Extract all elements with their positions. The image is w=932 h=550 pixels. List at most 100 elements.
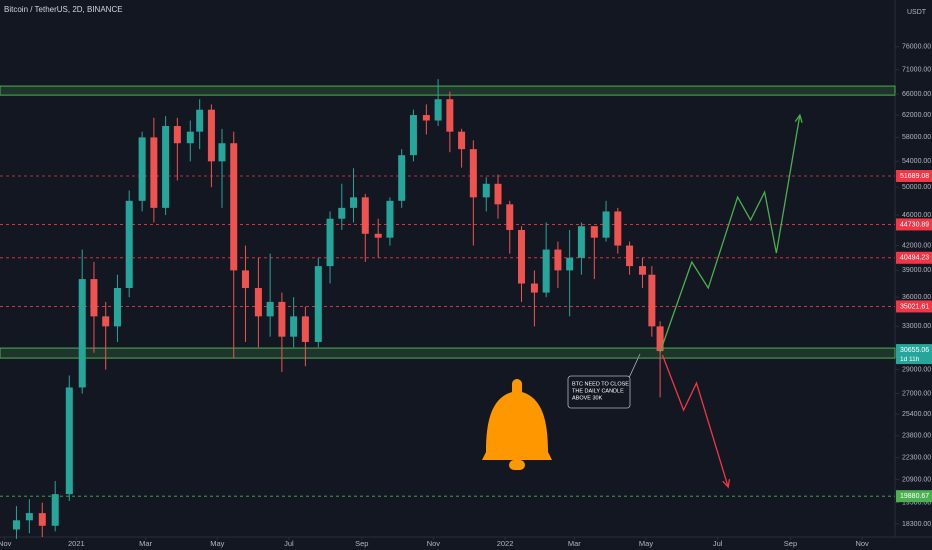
candle-body [266, 301, 274, 317]
level-label: 51689.08 [900, 173, 929, 180]
candle-body [506, 204, 514, 230]
x-tick-label: Nov [0, 539, 12, 548]
candle-body [422, 115, 430, 121]
candle-body [162, 126, 170, 208]
x-tick-label: 2022 [497, 539, 514, 548]
candle-body [626, 245, 634, 267]
candle-body [434, 99, 442, 121]
level-label: 19880.67 [900, 493, 929, 500]
candle-body [542, 249, 550, 293]
candle-body [648, 274, 656, 327]
candle-body [173, 126, 181, 144]
level-label: 35021.61 [900, 303, 929, 310]
candle-body [566, 257, 574, 271]
candle-body [38, 513, 46, 526]
candle-body [230, 143, 238, 271]
candle-body [150, 137, 158, 208]
note-line: THE DAILY CANDLE [572, 388, 624, 394]
candle-body [338, 207, 346, 219]
candle-body [278, 301, 286, 337]
x-tick-label: Mar [568, 539, 581, 548]
level-tag [896, 170, 932, 183]
y-tick-label: 58000.00 [902, 134, 931, 141]
level-tag [896, 218, 932, 231]
y-tick-label: 54000.00 [902, 158, 931, 165]
x-tick-label: May [639, 539, 653, 548]
candle-body [554, 249, 562, 271]
arrow-head [722, 479, 731, 489]
x-tick-label: 2021 [68, 539, 85, 548]
arrow-head [794, 113, 803, 123]
candle-body [254, 288, 262, 317]
y-tick-label: 29000.00 [902, 367, 931, 374]
candle-body [51, 494, 59, 526]
y-tick-label: 25400.00 [902, 411, 931, 418]
level-tag [896, 490, 932, 503]
y-tick-label: 46000.00 [902, 212, 931, 219]
y-tick-label: 50000.00 [902, 184, 931, 191]
candle-body [530, 283, 538, 293]
plot [0, 79, 896, 539]
y-tick-label: 19500.00 [902, 499, 931, 506]
candle-body [218, 143, 226, 162]
candle-body [656, 326, 664, 352]
candle-body [138, 137, 146, 201]
y-tick-label: 76000.00 [902, 44, 931, 51]
projection-path [659, 114, 801, 353]
x-tick-label: Sep [784, 539, 797, 548]
price-tag [896, 344, 932, 365]
candle-body [602, 211, 610, 238]
y-tick-label: 18300.00 [902, 521, 931, 528]
y-tick-label: 39000.00 [902, 267, 931, 274]
level-tag [896, 300, 932, 313]
zone [0, 347, 896, 359]
note-line: BTC NEED TO CLOSE [572, 381, 629, 387]
projection-path [661, 354, 729, 488]
candle-body [102, 316, 110, 327]
candle-body [186, 131, 194, 144]
candle-body [361, 197, 369, 234]
level-tag [896, 251, 932, 264]
x-tick-label: Nov [855, 539, 869, 548]
y-tick-label: 71000.00 [902, 66, 931, 73]
candle-body [25, 513, 33, 521]
candle-body [469, 149, 477, 198]
x-tick-label: Nov [427, 539, 441, 548]
candle-body [458, 131, 466, 150]
candle-body [446, 99, 454, 132]
candle-body [301, 316, 309, 342]
y-tick-label: 62000.00 [902, 112, 931, 119]
candle-body [350, 197, 358, 208]
candle-body [314, 266, 322, 342]
x-tick-label: Jul [284, 539, 294, 548]
candle-body [517, 229, 525, 284]
candle-body [290, 316, 298, 337]
bell-icon [482, 379, 552, 470]
level-label: 44730.89 [900, 221, 929, 228]
x-tick-label: Mar [139, 539, 152, 548]
y-tick-label: 36000.00 [902, 294, 931, 301]
chart-title: Bitcoin / TetherUS, 2D, BINANCE [4, 5, 123, 14]
candle-body [196, 109, 204, 132]
candle-body [241, 270, 249, 289]
candle-body [614, 211, 622, 246]
candle-body [398, 155, 406, 201]
candle-body [638, 266, 646, 275]
countdown: 1d 11h [900, 356, 920, 363]
y-tick-label: 20900.00 [902, 476, 931, 483]
candle-body [65, 387, 73, 495]
x-tick-label: Jul [713, 539, 723, 548]
candle-body [12, 520, 20, 530]
candle-body [207, 109, 215, 162]
candle-body [386, 200, 394, 238]
candle-body [409, 115, 417, 156]
candle-body [90, 279, 98, 317]
price-label: 30655.06 [900, 347, 929, 354]
x-tick-label: May [210, 539, 224, 548]
y-tick-label: 23800.00 [902, 433, 931, 440]
candle-body [590, 226, 598, 238]
candle-body [482, 183, 490, 198]
note-line: ABOVE 30K [572, 395, 603, 401]
